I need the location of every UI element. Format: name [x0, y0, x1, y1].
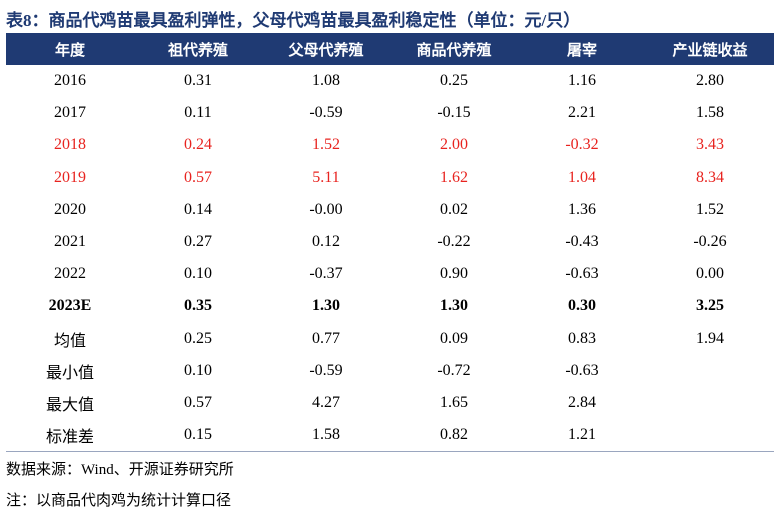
source: 数据来源：Wind、开源证券研究所 [6, 462, 234, 478]
table-cell: 均值 [53, 332, 86, 350]
table-cell: 0.57 [184, 393, 212, 411]
table-cell: 1.30 [312, 297, 340, 315]
table-cell: 8.34 [696, 168, 724, 186]
table-cell: 0.27 [184, 233, 212, 251]
table-cell: 1.30 [440, 297, 468, 315]
table-cell: 1.36 [568, 200, 596, 218]
table-cell: 2.84 [568, 393, 596, 411]
header-row: 年度 祖代养殖 父母代养殖 商品代养殖 屠宰 产业链收益 [6, 33, 774, 65]
table-cell: -0.37 [309, 265, 343, 283]
table-cell: 最小值 [45, 364, 94, 382]
table-cell: 1.58 [262, 419, 390, 453]
header-cell: 年度 [54, 42, 85, 59]
table-cell: 1.08 [312, 72, 340, 90]
table-row: 2019 0.57 5.11 1.62 1.04 8.34 [6, 162, 774, 194]
table-cell: 2.80 [696, 72, 724, 90]
table-cell: -0.32 [565, 136, 599, 154]
table-cell: 2016 [54, 72, 86, 90]
table-cell: 2.00 [440, 136, 468, 154]
table-row: 2016 0.31 1.08 0.25 1.16 2.80 [6, 65, 774, 97]
table-row: 均值 0.25 0.77 0.09 0.83 1.94 [6, 323, 774, 355]
table-cell: 1.94 [696, 329, 724, 347]
empty-cell [646, 387, 774, 419]
table-cell: 0.35 [184, 297, 212, 315]
table-cell: 5.11 [312, 168, 340, 186]
table-cell: 2023E [48, 297, 92, 315]
table-cell: -0.72 [437, 361, 471, 379]
table-cell: 1.16 [568, 72, 596, 90]
table-cell: 1.58 [696, 104, 724, 122]
table-cell: 2.21 [568, 104, 596, 122]
table-cell: 3.25 [696, 297, 724, 315]
table-row: 2017 0.11 -0.59 -0.15 2.21 1.58 [6, 97, 774, 129]
table-cell: -0.00 [309, 200, 343, 218]
table-cell: 0.12 [312, 233, 340, 251]
table-cell: -0.22 [437, 233, 471, 251]
table-row: 标准差 0.15 1.58 0.82 1.21 [6, 419, 774, 453]
table-cell: 0.77 [312, 329, 340, 347]
empty-cell [646, 355, 774, 387]
table-row: 最小值 0.10 -0.59 -0.72 -0.63 [6, 355, 774, 387]
table-cell: 0.25 [184, 329, 212, 347]
table-cell: 0.30 [568, 297, 596, 315]
table-cell: -0.43 [565, 233, 599, 251]
table-cell: 2020 [54, 200, 86, 218]
table-body: 2016 0.31 1.08 0.25 1.16 2.80 2017 0.11 -0.59 -0.… [6, 65, 774, 453]
table-cell: 1.62 [440, 168, 468, 186]
table-title: 表8：商品代鸡苗最具盈利弹性，父母代鸡苗最具盈利稳定性（单位：元/只） [6, 11, 581, 30]
table-cell: 0.57 [184, 168, 212, 186]
table-row: 最大值 0.57 4.27 1.65 2.84 [6, 387, 774, 419]
table-cell: 0.82 [390, 419, 518, 453]
empty-cell [646, 419, 774, 453]
header-cell: 屠宰 [566, 42, 597, 59]
header-cell: 产业链收益 [672, 42, 748, 59]
table-row: 2020 0.14 -0.00 0.02 1.36 1.52 [6, 194, 774, 226]
table-cell: 0.15 [134, 419, 262, 453]
table-cell: 2017 [54, 104, 86, 122]
table-cell: 标准差 [6, 419, 134, 453]
table-cell: 1.65 [440, 393, 468, 411]
table-cell: 1.04 [568, 168, 596, 186]
table-cell: 0.11 [184, 104, 212, 122]
table-row: 2023E 0.35 1.30 1.30 0.30 3.25 [6, 290, 774, 322]
table-cell: 2019 [54, 168, 86, 186]
table-cell: 0.02 [440, 200, 468, 218]
header-cell: 父母代养殖 [288, 42, 364, 59]
table-cell: 0.90 [440, 265, 468, 283]
table-cell: -0.63 [565, 265, 599, 283]
header-cell: 祖代养殖 [167, 42, 228, 59]
table-cell: -0.63 [565, 361, 599, 379]
table-cell: 0.14 [184, 200, 212, 218]
table-cell: -0.15 [437, 104, 471, 122]
table-cell: 4.27 [312, 393, 340, 411]
table-cell: 1.52 [696, 200, 724, 218]
table-cell: 0.10 [184, 265, 212, 283]
table-cell: 2021 [54, 233, 86, 251]
table-cell: 0.09 [440, 329, 468, 347]
table-cell: 1.21 [518, 419, 646, 453]
table-cell: -0.59 [309, 104, 343, 122]
table-cell: -0.26 [693, 233, 727, 251]
note: 注：以商品代肉鸡为统计计算口径 [6, 493, 232, 509]
table-cell: 0.10 [184, 361, 212, 379]
table-cell: 0.31 [184, 72, 212, 90]
table-cell: 0.00 [696, 265, 724, 283]
header-cell: 商品代养殖 [416, 42, 492, 59]
table-row: 2021 0.27 0.12 -0.22 -0.43 -0.26 [6, 226, 774, 258]
table-cell: 3.43 [696, 136, 724, 154]
table-cell: 0.24 [184, 136, 212, 154]
table-cell: -0.59 [309, 361, 343, 379]
table-row: 2022 0.10 -0.37 0.90 -0.63 0.00 [6, 258, 774, 290]
data-table: 年度 祖代养殖 父母代养殖 商品代养殖 屠宰 产业链收益 2016 0.31 1.08 0.25… [6, 33, 774, 453]
table-cell: 2022 [54, 265, 86, 283]
table-cell: 0.83 [568, 329, 596, 347]
table-cell: 1.52 [312, 136, 340, 154]
table-row: 2018 0.24 1.52 2.00 -0.32 3.43 [6, 129, 774, 161]
table-cell: 2018 [54, 136, 86, 154]
table-cell: 最大值 [45, 396, 94, 414]
table-cell: 0.25 [440, 72, 468, 90]
